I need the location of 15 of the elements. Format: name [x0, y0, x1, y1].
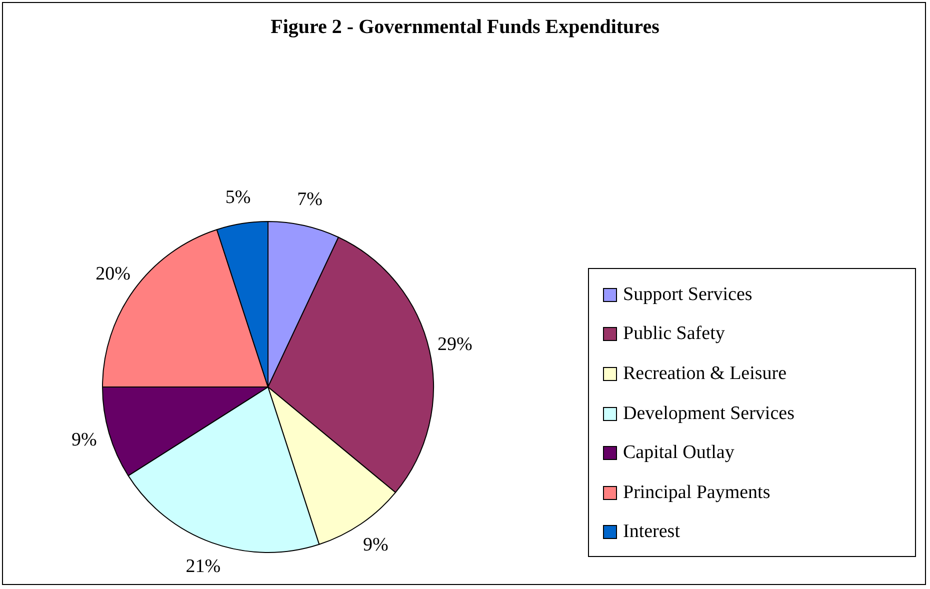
data-label: 9%	[71, 429, 97, 450]
data-label: 5%	[225, 186, 251, 208]
data-label: 29%	[437, 334, 472, 356]
legend-label: Development Services	[623, 402, 794, 425]
data-label: 21%	[186, 556, 221, 578]
legend-label: Recreation & Leisure	[623, 362, 787, 385]
chart-title: Figure 2 - Governmental Funds Expenditures	[270, 16, 660, 39]
legend-label: Capital Outlay	[623, 442, 734, 464]
data-label: 7%	[297, 189, 323, 210]
legend-label: Public Safety	[623, 323, 725, 346]
legend-label: Principal Payments	[623, 482, 770, 504]
data-label: 20%	[96, 263, 131, 284]
legend-label: Support Services	[623, 284, 752, 306]
legend-label: Interest	[623, 521, 680, 544]
data-label: 9%	[362, 534, 388, 556]
